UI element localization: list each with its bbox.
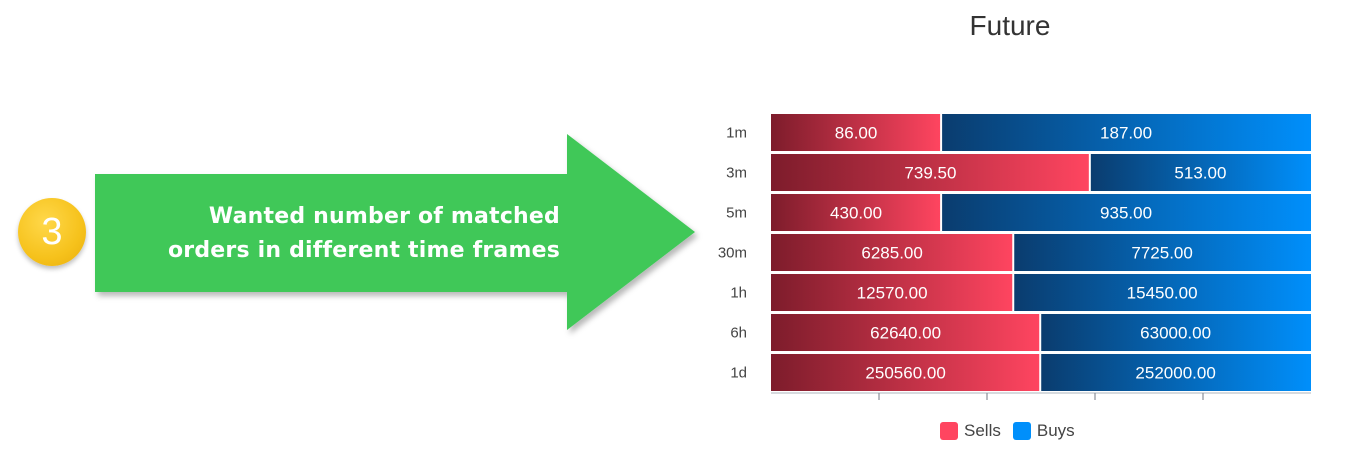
data-label-sells-1h: 12570.00	[857, 284, 928, 303]
data-label-buys-6h: 63000.00	[1140, 324, 1211, 343]
data-label-buys-30m: 7725.00	[1131, 244, 1192, 263]
callout-line-1: Wanted number of matched	[208, 204, 560, 229]
legend-item-sells[interactable]: Sells	[940, 421, 1001, 441]
bar-sells-1m	[771, 114, 942, 151]
category-label-30m: 30m	[718, 245, 747, 262]
bar-sells-5m	[771, 194, 942, 231]
legend-swatch-sells	[940, 422, 958, 440]
data-label-buys-1h: 15450.00	[1127, 284, 1198, 303]
bar-sells-6h	[771, 314, 1041, 351]
data-label-buys-1m: 187.00	[1100, 124, 1152, 143]
data-label-sells-1d: 250560.00	[865, 364, 945, 383]
legend-item-buys[interactable]: Buys	[1012, 421, 1075, 441]
bar-buys-1h	[1013, 274, 1311, 311]
data-label-buys-5m: 935.00	[1100, 204, 1152, 223]
legend-label-sells: Sells	[964, 421, 1001, 440]
bar-sells-30m	[771, 234, 1014, 271]
bar-buys-6h	[1040, 314, 1311, 351]
chart-title: Future	[969, 10, 1051, 41]
step-number: 3	[41, 210, 63, 253]
bar-sells-1h	[771, 274, 1014, 311]
data-label-sells-1m: 86.00	[835, 124, 878, 143]
category-label-1d: 1d	[730, 365, 747, 382]
data-label-sells-3m: 739.50	[904, 164, 956, 183]
data-label-buys-3m: 513.00	[1174, 164, 1226, 183]
category-label-1h: 1h	[730, 285, 747, 302]
data-label-sells-6h: 62640.00	[870, 324, 941, 343]
bar-buys-1m	[941, 114, 1311, 151]
category-label-3m: 3m	[726, 165, 747, 182]
step-number-badge: 3	[18, 198, 86, 266]
data-label-sells-5m: 430.00	[830, 204, 882, 223]
category-label-5m: 5m	[726, 205, 747, 222]
bar-buys-5m	[941, 194, 1311, 231]
category-label-6h: 6h	[730, 325, 747, 342]
legend-swatch-buys	[1012, 422, 1031, 440]
bar-sells-3m	[771, 154, 1090, 191]
bar-buys-1d	[1040, 354, 1311, 391]
chart-legend: Sells Buys	[940, 420, 1087, 442]
callout-arrow	[95, 134, 695, 330]
legend-label-buys: Buys	[1036, 421, 1075, 440]
chart-plot: 1m 3m 5m 30m 1h 6h 1d 86.00 187.00 739.50 513.00 4…	[718, 114, 1311, 400]
data-label-sells-30m: 6285.00	[861, 244, 922, 263]
callout-text: Wanted number of matched orders in diffe…	[110, 200, 560, 268]
callout-line-2: orders in different time frames	[167, 238, 560, 263]
bar-buys-3m	[1089, 154, 1311, 191]
bar-sells-1d	[771, 354, 1041, 391]
category-label-1m: 1m	[726, 125, 747, 142]
data-label-buys-1d: 252000.00	[1135, 364, 1215, 383]
bar-buys-30m	[1013, 234, 1311, 271]
